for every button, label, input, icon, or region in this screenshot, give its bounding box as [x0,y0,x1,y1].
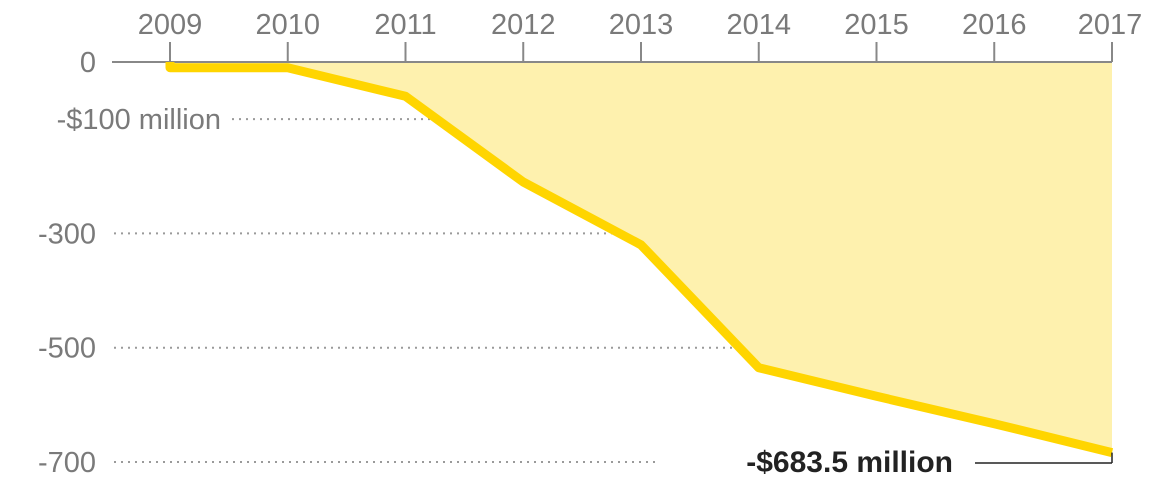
area-fill [170,62,1112,453]
x-tick-label-2016: 2016 [962,9,1027,41]
x-tick-label-2017: 2017 [1078,9,1143,41]
x-tick-label-2013: 2013 [609,9,674,41]
y-tick-label-3: -500 [38,333,96,365]
y-tick-label-4: -700 [38,447,96,479]
x-tick-label-2012: 2012 [491,9,556,41]
axis-layer [112,42,1113,63]
final-value-annotation: -$683.5 million [746,446,953,479]
tick-layer: 2009 2010 2011 2012 2013 2014 2015 2016 2017 0 -$1… [38,9,1142,479]
annotation-layer: -$683.5 million [746,446,1113,479]
x-tick-label-2014: 2014 [726,9,791,41]
series-line [165,62,1114,457]
y-tick-label-0: 0 [80,47,96,79]
x-tick-label-2015: 2015 [844,9,909,41]
x-tick-label-2009: 2009 [138,9,203,41]
x-tick-label-2011: 2011 [374,9,436,41]
y-tick-label-2: -300 [38,218,96,250]
x-tick-label-2010: 2010 [255,9,320,41]
y-tick-label-1: -$100 million [57,104,221,136]
